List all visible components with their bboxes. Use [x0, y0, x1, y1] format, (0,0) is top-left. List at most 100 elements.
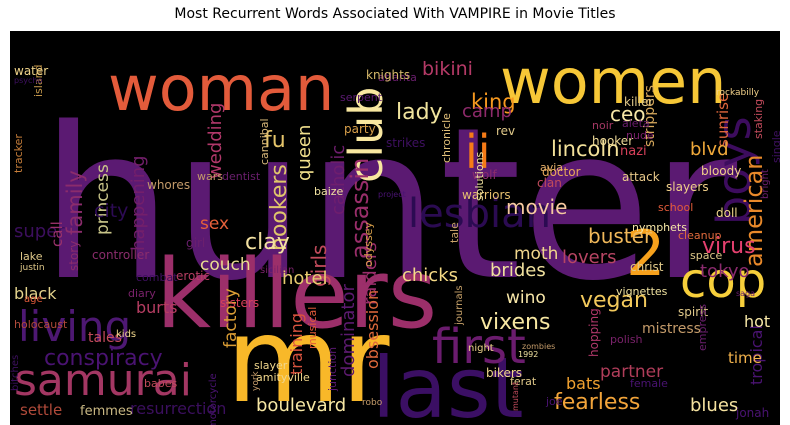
- word-hopping: hopping: [587, 308, 601, 357]
- word-blvd: blvd: [690, 139, 729, 160]
- word-rockabilly: rockabilly: [716, 88, 760, 98]
- word-lady: lady: [396, 100, 443, 125]
- word-space: space: [690, 249, 723, 262]
- word-cleanup: cleanup: [678, 229, 722, 242]
- word-sisters: sisters: [220, 296, 259, 310]
- word-york: york: [251, 370, 261, 391]
- word-musical: musical: [306, 307, 319, 349]
- word-christ: christ: [630, 260, 664, 274]
- word-slayers: slayers: [666, 180, 709, 194]
- word-partner: partner: [600, 362, 663, 382]
- word-1992: 1992: [518, 350, 538, 359]
- word-chronicle: chronicle: [440, 113, 453, 163]
- word-water: water: [14, 64, 48, 78]
- word-time: time: [728, 349, 762, 367]
- word-slayer: slayer: [254, 359, 288, 372]
- word-cloud-canvas: hunter killers mr woman women last 2 cop living s…: [10, 31, 780, 425]
- word-hot: hot: [744, 312, 770, 331]
- word-kids: kids: [116, 329, 136, 340]
- word-party: party: [344, 122, 376, 136]
- word-junction: junction: [326, 347, 339, 392]
- word-doctor: doctor: [542, 165, 581, 179]
- word-killers: killers: [156, 240, 437, 350]
- word-bats: bats: [566, 374, 601, 393]
- word-lesbian: lesbian: [408, 191, 551, 237]
- word-staking: staking: [752, 99, 765, 139]
- word-club: club: [339, 87, 393, 183]
- word-empress: empress: [696, 304, 709, 351]
- word-warriors: warriors: [462, 188, 511, 202]
- word-chicks: chicks: [402, 265, 458, 286]
- word-girls: girls: [307, 245, 331, 287]
- word-mr: mr: [226, 291, 390, 425]
- word-movie: movie: [506, 195, 567, 219]
- word-vegan: vegan: [580, 288, 648, 313]
- word-rev: rev: [496, 124, 515, 138]
- word-hookers: hookers: [267, 164, 292, 251]
- word-tales: tales: [88, 330, 122, 346]
- word-last: last: [372, 339, 524, 425]
- word-motorcycle: motorcycle: [208, 373, 219, 425]
- word-combat: combat: [136, 271, 178, 284]
- word-tale: tale: [448, 222, 461, 243]
- word-psycho: psycho: [14, 76, 42, 85]
- word-first: first: [432, 319, 526, 375]
- word-whores: whores: [147, 178, 190, 192]
- word-bikers: bikers: [486, 366, 522, 380]
- word-atlanta: atlanta: [378, 71, 417, 84]
- word-amityville: amityville: [256, 371, 310, 384]
- word-living: living: [18, 302, 131, 351]
- word-boulevard: boulevard: [256, 395, 346, 416]
- word-fearless: fearless: [554, 390, 640, 415]
- word-nymphets: nymphets: [632, 221, 687, 234]
- word-ferat: ferat: [510, 375, 537, 388]
- word-strikes: strikes: [386, 136, 425, 150]
- word-lake: lake: [20, 250, 43, 263]
- word-obsession: obsession: [363, 290, 382, 369]
- word-black: black: [14, 284, 57, 303]
- word-aleta: aleta: [622, 117, 650, 130]
- word-cop: cop: [680, 253, 766, 309]
- word-knights: knights: [366, 68, 410, 82]
- word-catholic: catholic: [328, 145, 349, 215]
- word-female: female: [630, 377, 668, 390]
- word-burts: burts: [136, 298, 177, 317]
- word-king: king: [471, 90, 516, 114]
- word-single: single: [770, 130, 780, 163]
- word-story: story: [67, 241, 81, 271]
- word-sunrise: sunrise: [714, 93, 732, 147]
- chart-title: Most Recurrent Words Associated With VAM…: [174, 6, 616, 22]
- word-justin: justin: [19, 263, 45, 273]
- word-zombies: zombies: [522, 342, 555, 351]
- word-nazi: nazi: [620, 144, 647, 159]
- word-night: night: [468, 343, 494, 354]
- word-spirit: spirit: [678, 305, 708, 319]
- word-erotic: erotic: [176, 269, 210, 283]
- word-call: call: [48, 221, 66, 247]
- word-nude: nude: [626, 129, 654, 142]
- word-wars: wars: [197, 170, 223, 183]
- word-clay: clay: [245, 230, 290, 255]
- word-noir: noir: [592, 119, 614, 132]
- word-killer: killer: [624, 95, 653, 109]
- word-training: training: [287, 313, 306, 375]
- word-woman: woman: [108, 52, 334, 125]
- word-hunter: hunter: [40, 82, 738, 327]
- word-2: 2: [626, 217, 665, 290]
- word-happening: happening: [128, 155, 149, 251]
- word-samurai: samurai: [14, 355, 192, 406]
- word-bright: bright: [760, 169, 771, 199]
- word-age: age: [24, 294, 43, 305]
- word-queen: queen: [294, 125, 315, 181]
- word-blues: blues: [690, 395, 738, 416]
- word-robo: robo: [362, 398, 383, 408]
- word-boys: boys: [707, 116, 761, 225]
- word-journals: journals: [454, 285, 465, 326]
- word-avia: avia: [540, 161, 563, 174]
- word-hotel: hotel: [282, 268, 328, 289]
- word-fu: fu: [264, 128, 286, 153]
- word-wedding: wedding: [205, 103, 226, 179]
- word-island: island: [32, 64, 45, 97]
- word-jonah: jonah: [735, 406, 769, 420]
